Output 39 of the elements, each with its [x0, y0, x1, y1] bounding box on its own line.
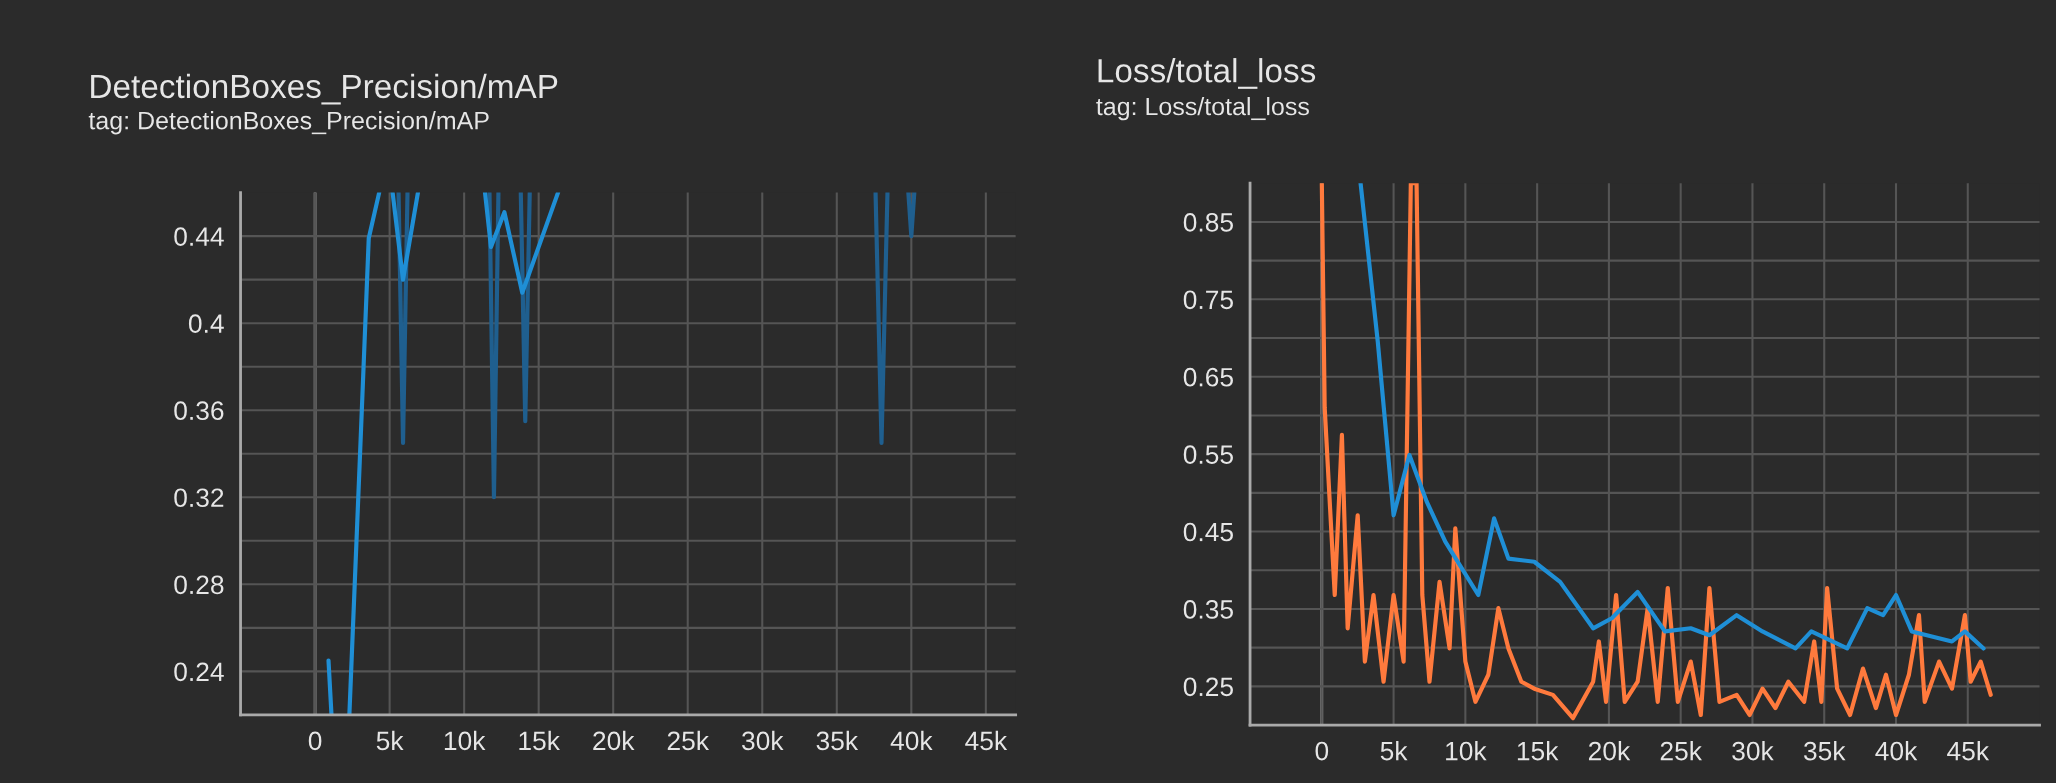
x-tick-label: 30k [742, 730, 784, 751]
line-series [1358, 183, 1986, 651]
x-tick-label: 15k [1517, 741, 1559, 761]
x-tick-label: 0 [1315, 741, 1329, 761]
x-tick-label: 35k [816, 730, 859, 751]
x-tick-label: 40k [890, 730, 933, 751]
y-tick-label: 0.35 [1183, 600, 1233, 619]
y-tick-label: 0.32 [174, 488, 224, 508]
x-tick-label: 45k [965, 730, 1008, 751]
y-tick-label: 0.4 [188, 314, 224, 333]
x-tick-label: 30k [1732, 741, 1774, 761]
y-tick-label: 0.28 [174, 575, 224, 595]
chart-title: DetectionBoxes_Precision/mAP [91, 73, 558, 105]
y-tick-label: 0.24 [174, 662, 224, 682]
line-series [1319, 183, 1993, 721]
y-tick-label: 0.75 [1183, 290, 1233, 310]
x-tick-label: 5k [1380, 741, 1408, 761]
y-tick-label: 0.36 [174, 401, 224, 421]
y-tick-label: 0.45 [1183, 522, 1233, 542]
x-tick-label: 10k [444, 730, 486, 751]
x-tick-label: 20k [1588, 741, 1631, 761]
y-tick-label: 0.44 [174, 227, 224, 246]
y-tick-label: 0.65 [1183, 367, 1233, 387]
chart-subtitle: tag: DetectionBoxes_Precision/mAP [88, 111, 489, 135]
y-tick-label: 0.55 [1183, 445, 1233, 464]
x-tick-label: 45k [1947, 741, 1990, 761]
x-tick-label: 40k [1875, 741, 1918, 761]
x-tick-label: 20k [593, 730, 635, 751]
x-tick-label: 15k [519, 730, 560, 751]
x-tick-label: 25k [1660, 741, 1702, 761]
x-tick-label: 10k [1446, 741, 1487, 761]
x-tick-label: 25k [667, 730, 710, 751]
x-tick-label: 0 [308, 731, 322, 751]
chart-title: Loss/total_loss [1098, 58, 1316, 89]
y-tick-label: 0.85 [1183, 213, 1233, 232]
x-tick-label: 35k [1803, 741, 1846, 761]
y-tick-label: 0.25 [1183, 677, 1233, 697]
chart-subtitle: tag: Loss/total_loss [1096, 96, 1309, 121]
x-tick-label: 5k [376, 730, 404, 751]
